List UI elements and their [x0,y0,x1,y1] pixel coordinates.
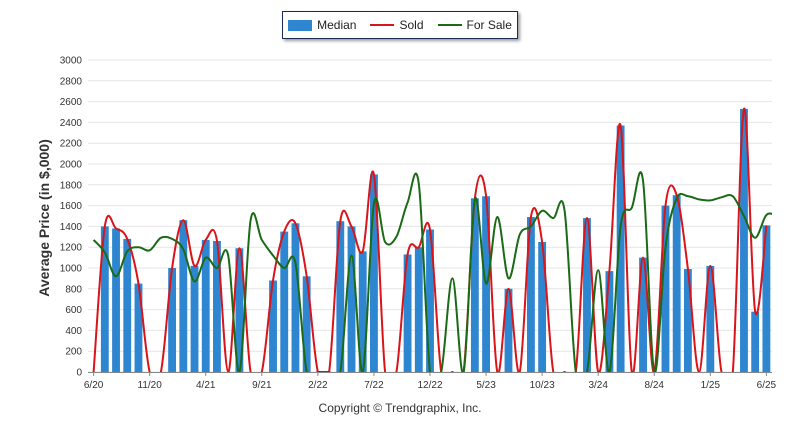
median-bar [583,218,591,372]
y-tick-label-400: 400 [65,326,82,337]
median-bar [100,226,109,372]
median-swatch [288,19,313,31]
y-tick-label-3000: 3000 [60,56,83,67]
median-bar [179,220,188,372]
y-tick-label-0: 0 [76,368,82,379]
median-bar [526,217,535,372]
y-tick-label-2400: 2400 [60,118,83,129]
median-bar [336,221,345,372]
x-tick-labels: 6/20 11/20 4/21 9/21 2/22 7/22 12/22 5/23 10/23 3… [84,372,777,391]
legend-label-median: Median [317,18,357,32]
for-sale-swatch [437,24,462,26]
x-tick-label: 1/25 [701,380,721,391]
copyright-text: Copyright © Trendgraphix, Inc. [318,401,482,415]
y-tick-label-2800: 2800 [60,76,83,87]
x-tick-label: 4/21 [196,380,216,391]
x-tick-label: 12/22 [417,380,442,391]
median-bar [235,248,244,372]
median-bar [291,223,300,372]
y-tick-labels: 0 200 400 600 800 1000 1200 1400 1600 1800 2000 220… [60,56,83,379]
median-bar [347,226,356,372]
median-bar [280,231,289,372]
median-bar [504,288,513,372]
y-tick-label-1600: 1600 [60,201,83,212]
x-tick-label: 9/21 [252,380,272,391]
legend-label-sold: Sold [399,18,424,32]
x-tick-label: 7/22 [364,380,384,391]
y-tick-label-2600: 2600 [60,97,83,108]
chart-legend: Median Sold For Sale [282,11,518,39]
x-tick-label: 2/22 [308,380,328,391]
median-bar [426,229,434,372]
median-bar [751,311,760,372]
y-tick-label-2200: 2200 [60,139,83,150]
median-bar [370,174,378,372]
x-tick-label: 6/20 [84,380,104,391]
median-bar [213,240,221,372]
median-bar [470,198,479,372]
y-tick-label-1400: 1400 [60,222,83,233]
median-bar [123,238,132,372]
y-tick-label-200: 200 [65,347,82,358]
y-tick-label-2000: 2000 [60,160,83,171]
median-bar [302,276,311,372]
trend-lines [92,107,772,372]
for-sale-line [92,171,772,372]
x-tick-label: 11/20 [138,380,163,391]
median-bar [269,280,277,372]
median-bar [683,269,692,372]
y-tick-label-1200: 1200 [60,243,83,254]
x-tick-label: 5/23 [476,380,496,391]
median-bar [706,265,715,372]
median-bar [605,271,614,372]
legend-label-for-sale: For Sale [466,18,512,32]
median-bar [134,283,143,372]
x-tick-label: 3/24 [588,380,608,391]
y-tick-label-600: 600 [65,305,82,316]
median-bar [639,257,647,372]
median-bar [358,251,367,372]
x-tick-label: 6/25 [757,380,777,391]
y-tick-label-800: 800 [65,284,82,295]
median-bar [538,242,547,372]
median-bar [762,225,771,372]
median-bar [414,247,423,372]
median-bar [168,268,177,372]
median-bars [100,108,771,373]
median-bar [740,108,748,372]
legend-item-for-sale[interactable]: For Sale [437,18,512,32]
x-tick-label: 10/23 [530,380,555,391]
sold-line [92,107,768,372]
median-bar [616,125,625,373]
median-bar [112,228,120,372]
median-bar [672,195,681,372]
median-bar [403,254,412,372]
median-bar [190,265,199,372]
y-tick-label-1000: 1000 [60,264,83,275]
median-bar [201,239,210,372]
legend-item-median[interactable]: Median [288,18,356,32]
y-tick-label-1800: 1800 [60,180,83,191]
x-tick-label: 8/24 [645,380,665,391]
median-bar [661,205,670,372]
legend-item-sold[interactable]: Sold [370,18,424,32]
sold-swatch [370,24,395,26]
